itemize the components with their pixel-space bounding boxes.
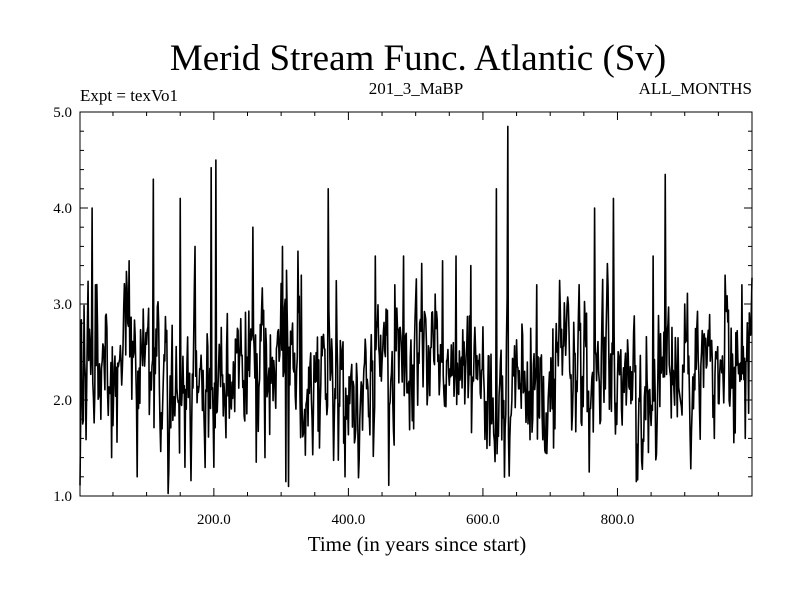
x-axis: 200.0 400.0 600.0 800.0 <box>197 112 634 528</box>
y-tick-label: 2.0 <box>53 393 72 409</box>
x-axis-label: Time (in years since start) <box>308 532 527 556</box>
series-line <box>79 125 753 495</box>
x-tick-label: 400.0 <box>332 512 366 528</box>
x-tick-label: 200.0 <box>197 512 231 528</box>
y-tick-label: 4.0 <box>53 201 72 217</box>
chart-title: Merid Stream Func. Atlantic (Sv) <box>170 38 666 79</box>
x-tick-label: 800.0 <box>601 512 635 528</box>
y-tick-label: 3.0 <box>53 297 72 313</box>
run-label: 201_3_MaBP <box>369 79 463 98</box>
experiment-label: Expt = texVo1 <box>80 86 178 105</box>
y-tick-label: 5.0 <box>53 105 72 121</box>
y-tick-label: 1.0 <box>53 489 72 505</box>
months-label: ALL_MONTHS <box>639 79 752 98</box>
x-tick-label: 600.0 <box>466 512 500 528</box>
